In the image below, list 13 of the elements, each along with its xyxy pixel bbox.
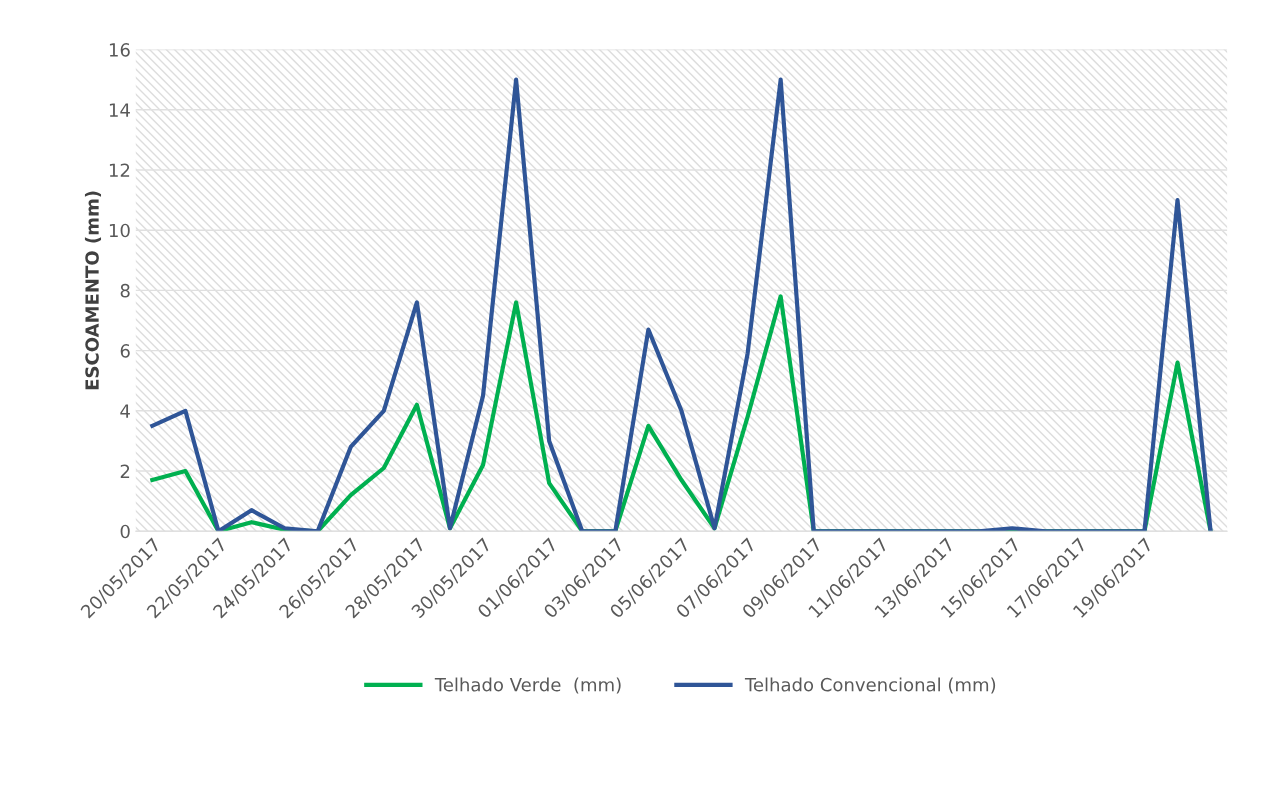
y-tick-label: 10 <box>109 223 130 238</box>
y-tick-label: 8 <box>120 283 130 298</box>
y-tick-label: 12 <box>109 163 130 177</box>
line-series <box>150 77 1213 532</box>
y-tick-label: 4 <box>120 404 130 418</box>
y-tick-label: 2 <box>120 464 130 478</box>
y-tick-label: 6 <box>120 344 130 358</box>
y-axis-title: ESCOAMENTO (mm) <box>84 191 102 390</box>
y-tick-label: 16 <box>109 43 130 57</box>
y-tick-label: 0 <box>120 524 130 539</box>
legend-label: Telhado Convencional (mm) <box>744 677 996 694</box>
legend-label: Telhado Verde (mm) <box>434 677 621 694</box>
y-tick-label: 14 <box>109 103 130 117</box>
